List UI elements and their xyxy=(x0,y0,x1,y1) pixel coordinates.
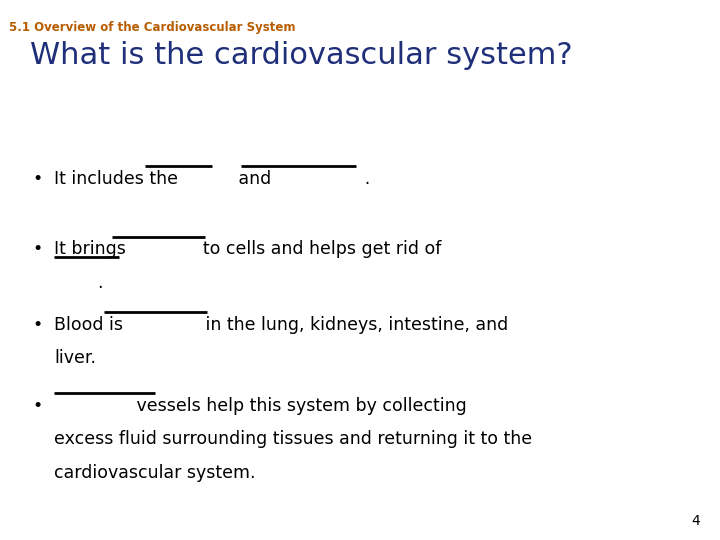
Text: .: . xyxy=(54,274,104,292)
Text: It includes the           and                 .: It includes the and . xyxy=(54,170,370,188)
Text: vessels help this system by collecting: vessels help this system by collecting xyxy=(54,397,467,415)
Text: •: • xyxy=(32,170,42,188)
Text: It brings              to cells and helps get rid of: It brings to cells and helps get rid of xyxy=(54,240,441,258)
Text: What is the cardiovascular system?: What is the cardiovascular system? xyxy=(30,40,573,70)
Text: •: • xyxy=(32,240,42,258)
Text: Blood is               in the lung, kidneys, intestine, and: Blood is in the lung, kidneys, intestine… xyxy=(54,316,508,334)
Text: excess fluid surrounding tissues and returning it to the: excess fluid surrounding tissues and ret… xyxy=(54,430,532,448)
Text: 5.1 Overview of the Cardiovascular System: 5.1 Overview of the Cardiovascular Syste… xyxy=(9,21,295,33)
Text: liver.: liver. xyxy=(54,349,96,367)
Text: •: • xyxy=(32,316,42,334)
Text: 4: 4 xyxy=(691,514,700,528)
Text: •: • xyxy=(32,397,42,415)
Text: cardiovascular system.: cardiovascular system. xyxy=(54,464,256,482)
